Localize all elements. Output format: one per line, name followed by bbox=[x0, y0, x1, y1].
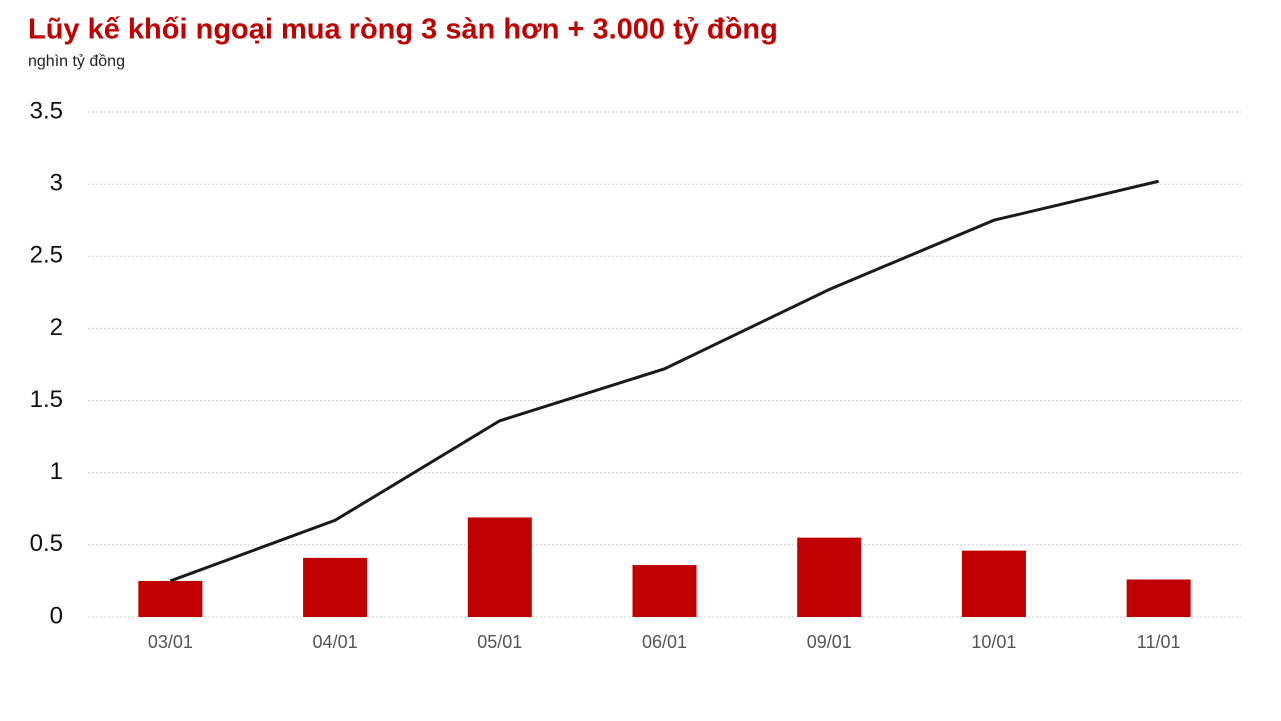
y-tick-label: 2 bbox=[50, 314, 63, 341]
y-tick-label: 1 bbox=[50, 458, 63, 485]
x-tick-label: 05/01 bbox=[477, 632, 522, 652]
bar bbox=[138, 580, 203, 617]
bar bbox=[961, 550, 1026, 617]
y-tick-label: 0 bbox=[50, 602, 63, 629]
x-tick-label: 04/01 bbox=[313, 632, 358, 652]
x-tick-label: 09/01 bbox=[807, 632, 852, 652]
bar bbox=[797, 537, 862, 617]
chart-title: Lũy kế khối ngoại mua ròng 3 sàn hơn + 3… bbox=[28, 14, 778, 46]
chart-subtitle: nghìn tỷ đồng bbox=[28, 53, 125, 70]
y-tick-label: 0.5 bbox=[30, 530, 63, 557]
bar bbox=[1126, 579, 1191, 617]
y-tick-label: 1.5 bbox=[30, 386, 63, 413]
y-tick-label: 2.5 bbox=[30, 242, 63, 269]
x-tick-label: 11/01 bbox=[1137, 632, 1181, 652]
y-tick-label: 3 bbox=[50, 169, 63, 196]
x-tick-label: 10/01 bbox=[971, 632, 1016, 652]
bar bbox=[467, 517, 532, 617]
bar bbox=[632, 565, 697, 617]
line bbox=[169, 179, 1159, 583]
bar bbox=[303, 557, 368, 617]
x-tick-label: 03/01 bbox=[148, 632, 193, 652]
x-tick-label: 06/01 bbox=[642, 632, 687, 652]
y-tick-label: 3.5 bbox=[30, 97, 63, 124]
